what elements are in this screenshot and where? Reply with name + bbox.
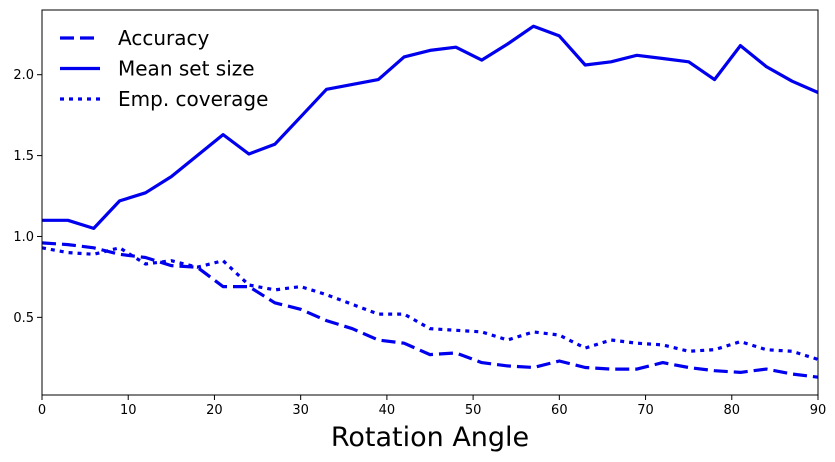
series-line-mean-set-size	[42, 24, 819, 230]
plot-background	[42, 10, 818, 395]
x-tick-label: 20	[206, 403, 223, 418]
legend-label: Accuracy	[118, 26, 209, 50]
x-tick-label: 30	[292, 403, 309, 418]
x-tick-label: 40	[379, 403, 396, 418]
y-tick-label: 1.0	[13, 230, 34, 245]
y-axis-ticks: 0.5 1.0 1.5 2.0	[13, 68, 42, 326]
series-layer	[41, 24, 819, 379]
y-tick-label: 2.0	[13, 68, 34, 83]
x-tick-label: 0	[38, 403, 46, 418]
x-tick-label: 50	[465, 403, 482, 418]
x-tick-label: 70	[637, 403, 654, 418]
legend-label: Emp. coverage	[118, 87, 268, 111]
x-tick-label: 10	[120, 403, 137, 418]
x-tick-label: 90	[810, 403, 827, 418]
legend-label: Mean set size	[118, 57, 255, 81]
y-tick-label: 0.5	[13, 311, 34, 326]
series-line-accuracy	[41, 241, 819, 379]
x-axis-ticks: 0 10 20 30 40 50 60 70 80 90	[38, 395, 826, 418]
plot-frame	[41, 9, 819, 396]
y-tick-label: 1.5	[13, 149, 34, 164]
x-tick-label: 80	[724, 403, 741, 418]
series-line-emp-coverage	[41, 246, 819, 361]
x-tick-label: 60	[551, 403, 568, 418]
legend: Accuracy Mean set size Emp. coverage	[60, 26, 268, 111]
x-axis-title: Rotation Angle	[331, 422, 529, 453]
